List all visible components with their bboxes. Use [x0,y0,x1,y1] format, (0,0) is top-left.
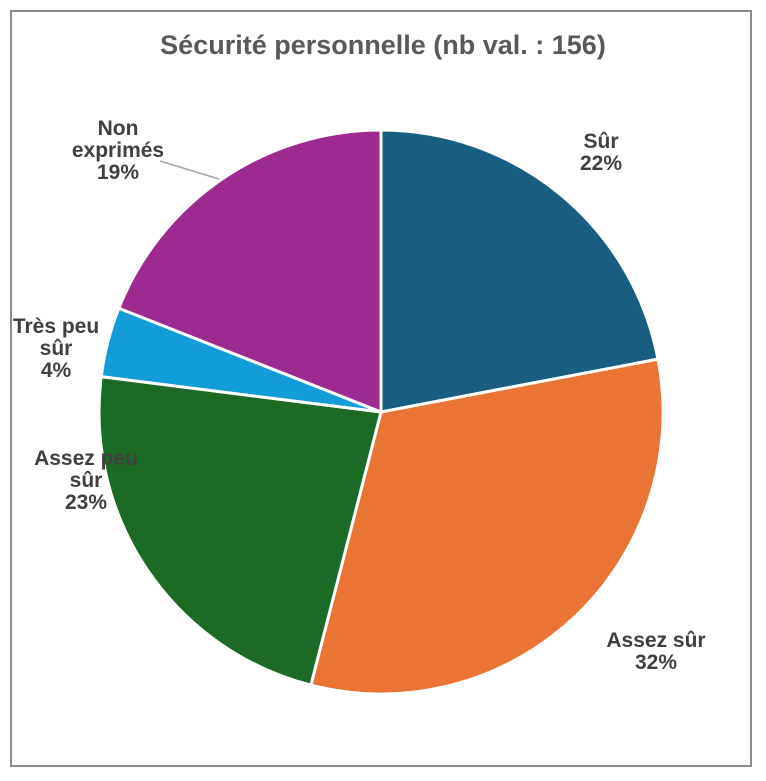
pie-slice-sur [379,128,660,414]
slice-label-assez-peu-sur: Assez peu sûr 23% [34,447,138,514]
slice-label-tres-peu-sur: Très peu sûr 4% [13,315,99,382]
chart-title: Sécurité personnelle (nb val. : 156) [160,30,606,60]
pie-slice-assez-peu-sur [97,374,383,687]
pie-slice-non-exprimes [116,128,383,415]
pie-slice-assez-sur [309,357,665,696]
leader-line-non-exprimes [159,160,220,180]
slice-label-non-exprimes: Non exprimés 19% [72,117,164,184]
slice-label-sur: Sûr 22% [580,130,622,175]
slice-label-assez-sur: Assez sûr 32% [606,629,705,674]
